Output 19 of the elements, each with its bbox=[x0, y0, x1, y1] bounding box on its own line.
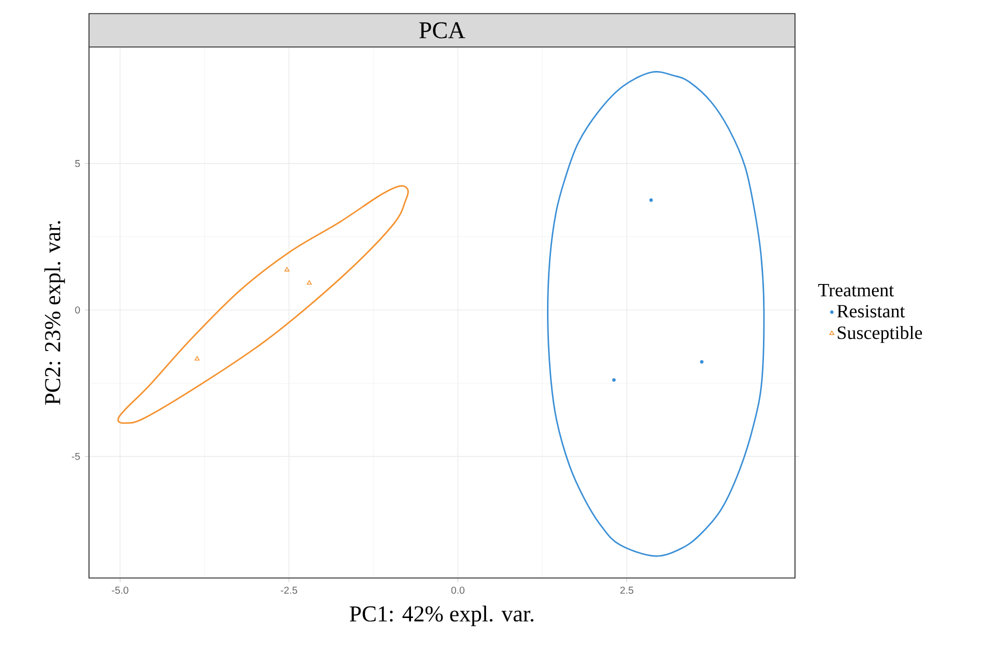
y-axis-title: PC2: 23% expl. var. bbox=[44, 221, 65, 405]
y-tick-label: 5 bbox=[75, 160, 80, 168]
y-tick-label: -5 bbox=[72, 452, 80, 460]
y-tick-label: 0 bbox=[75, 306, 80, 314]
x-tick-label: 2.5 bbox=[620, 586, 634, 594]
chart-title: PCA bbox=[419, 22, 466, 38]
point bbox=[194, 356, 200, 361]
point bbox=[284, 267, 290, 272]
x-tick-label: -2.5 bbox=[280, 586, 298, 594]
legend-label: Resistant bbox=[837, 304, 905, 318]
point bbox=[306, 280, 312, 285]
legend-title: Treatment bbox=[818, 284, 894, 296]
legend-label: Susceptible bbox=[838, 326, 922, 343]
point bbox=[700, 360, 704, 364]
x-axis-title: PC1: 42% expl. var. bbox=[350, 606, 534, 626]
x-tick-label: 0.0 bbox=[451, 586, 464, 594]
x-tick-label: -5.0 bbox=[112, 586, 128, 594]
point bbox=[612, 378, 616, 382]
point bbox=[649, 198, 653, 202]
